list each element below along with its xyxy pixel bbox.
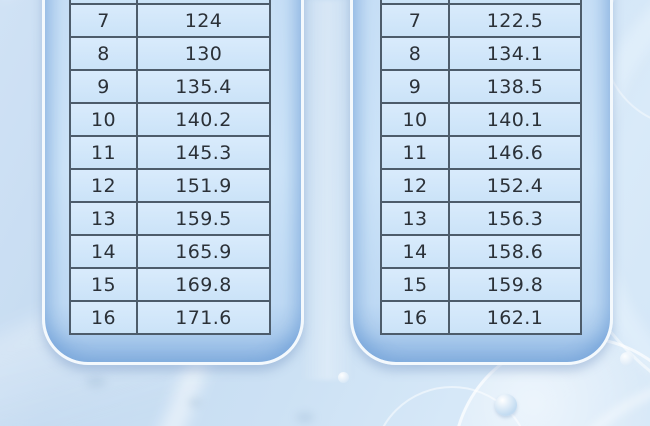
table-row: 10 140.1 — [380, 102, 582, 137]
table-row: 15 169.8 — [69, 267, 271, 302]
row-value-cell: 169.8 — [136, 267, 271, 302]
table-row: 9 135.4 — [69, 69, 271, 104]
row-value-cell: 145.3 — [136, 135, 271, 170]
row-key-cell: 9 — [380, 69, 450, 104]
row-value-cell — [136, 0, 271, 5]
row-value-cell: 158.6 — [448, 234, 582, 269]
left-data-table: 7 124 8 130 9 135.4 10 140.2 11 145.3 12 151.9… — [69, 0, 271, 335]
table-row: 13 156.3 — [380, 201, 582, 236]
row-key-cell: 16 — [380, 300, 450, 335]
row-value-cell: 159.5 — [136, 201, 271, 236]
table-row: 11 146.6 — [380, 135, 582, 170]
row-key-cell — [380, 0, 450, 5]
table-row: 12 151.9 — [69, 168, 271, 203]
row-key-cell: 11 — [69, 135, 138, 170]
water-smudge-decor — [86, 376, 106, 388]
row-key-cell: 13 — [380, 201, 450, 236]
row-value-cell: 140.2 — [136, 102, 271, 137]
table-row: 15 159.8 — [380, 267, 582, 302]
row-key-cell: 8 — [380, 36, 450, 71]
water-smudge-decor — [188, 398, 202, 407]
table-row: 13 159.5 — [69, 201, 271, 236]
table-row: 16 171.6 — [69, 300, 271, 335]
row-key-cell: 12 — [380, 168, 450, 203]
table-row: 11 145.3 — [69, 135, 271, 170]
row-value-cell: 165.9 — [136, 234, 271, 269]
row-value-cell: 124 — [136, 3, 271, 38]
row-value-cell: 135.4 — [136, 69, 271, 104]
row-key-cell: 15 — [380, 267, 450, 302]
row-value-cell: 146.6 — [448, 135, 582, 170]
row-value-cell: 171.6 — [136, 300, 271, 335]
table-row: 8 130 — [69, 36, 271, 71]
table-row: 14 158.6 — [380, 234, 582, 269]
table-row: 8 134.1 — [380, 36, 582, 71]
water-smudge-decor — [296, 412, 314, 423]
table-row: 16 162.1 — [380, 300, 582, 335]
row-key-cell: 15 — [69, 267, 138, 302]
row-value-cell: 159.8 — [448, 267, 582, 302]
row-value-cell: 130 — [136, 36, 271, 71]
bubble-decor — [495, 394, 517, 416]
row-key-cell: 14 — [69, 234, 138, 269]
row-value-cell: 140.1 — [448, 102, 582, 137]
table-row: 9 138.5 — [380, 69, 582, 104]
bubble-decor — [372, 386, 532, 426]
table-row: 7 122.5 — [380, 3, 582, 38]
table-row-partial — [380, 0, 582, 5]
row-value-cell: 151.9 — [136, 168, 271, 203]
row-key-cell: 16 — [69, 300, 138, 335]
bubble-decor — [620, 352, 634, 366]
row-key-cell: 7 — [380, 3, 450, 38]
row-key-cell: 7 — [69, 3, 138, 38]
table-row: 14 165.9 — [69, 234, 271, 269]
row-key-cell: 11 — [380, 135, 450, 170]
table-row: 10 140.2 — [69, 102, 271, 137]
row-key-cell: 14 — [380, 234, 450, 269]
table-row: 12 152.4 — [380, 168, 582, 203]
bubble-decor — [338, 372, 349, 383]
row-key-cell: 8 — [69, 36, 138, 71]
row-value-cell: 152.4 — [448, 168, 582, 203]
table-row: 7 124 — [69, 3, 271, 38]
table-row-partial — [69, 0, 271, 5]
light-band-decor — [300, 0, 354, 380]
right-data-table: 7 122.5 8 134.1 9 138.5 10 140.1 11 146.6 12 1… — [380, 0, 582, 335]
row-value-cell: 162.1 — [448, 300, 582, 335]
row-key-cell: 13 — [69, 201, 138, 236]
row-key-cell — [69, 0, 138, 5]
row-value-cell: 138.5 — [448, 69, 582, 104]
row-value-cell: 122.5 — [448, 3, 582, 38]
row-value-cell — [448, 0, 582, 5]
row-key-cell: 10 — [380, 102, 450, 137]
row-key-cell: 9 — [69, 69, 138, 104]
row-key-cell: 10 — [69, 102, 138, 137]
row-value-cell: 134.1 — [448, 36, 582, 71]
row-key-cell: 12 — [69, 168, 138, 203]
row-value-cell: 156.3 — [448, 201, 582, 236]
